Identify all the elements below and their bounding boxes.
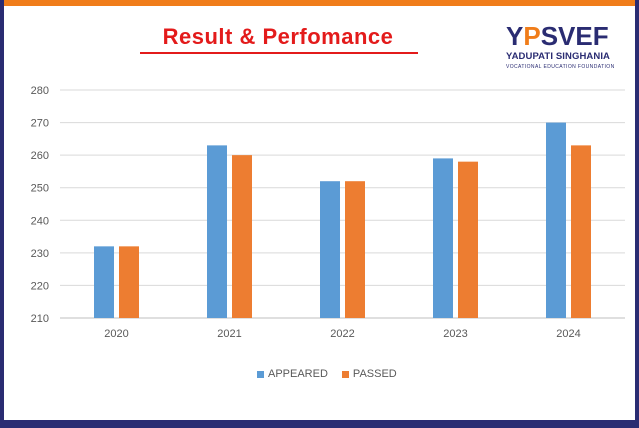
bar-passed-2020 <box>119 246 139 318</box>
logo-letter-y: Y <box>506 21 524 51</box>
frame-left-border <box>0 0 4 428</box>
legend: APPEARED PASSED <box>257 368 411 380</box>
y-tick-label: 230 <box>31 248 49 260</box>
x-tick-label: 2022 <box>330 328 354 340</box>
logo-line1: YADUPATI SINGHANIA <box>506 51 611 62</box>
bar-appeared-2021 <box>207 145 227 318</box>
logo-letters-rest: SVEF <box>540 21 609 51</box>
ypsvef-logo: YPSVEF YADUPATI SINGHANIA VOCATIONAL EDU… <box>506 22 618 82</box>
bar-appeared-2023 <box>433 158 453 318</box>
y-tick-label: 280 <box>31 85 49 97</box>
legend-label-passed: PASSED <box>352 368 397 380</box>
x-tick-label: 2021 <box>217 328 241 340</box>
legend-label-appeared: APPEARED <box>268 368 328 380</box>
y-axis-ticks: 210 220 230 240 250 260 270 280 <box>31 85 49 325</box>
y-tick-label: 210 <box>31 313 49 325</box>
y-tick-label: 260 <box>31 150 49 162</box>
bar-appeared-2020 <box>94 246 114 318</box>
bars <box>94 122 591 318</box>
x-tick-label: 2023 <box>443 328 467 340</box>
bar-passed-2022 <box>345 181 365 318</box>
logo-letter-p: P <box>523 21 541 51</box>
x-tick-label: 2020 <box>104 328 128 340</box>
y-tick-label: 220 <box>31 280 49 292</box>
logo-line2: VOCATIONAL EDUCATION FOUNDATION <box>506 64 615 70</box>
y-tick-label: 240 <box>31 215 49 227</box>
frame-bottom-border <box>0 420 639 428</box>
frame-right-border <box>635 0 639 428</box>
bar-passed-2023 <box>458 161 478 318</box>
bar-passed-2024 <box>571 145 591 318</box>
bar-passed-2021 <box>232 155 252 318</box>
chart-title: Result & Perfomance <box>162 24 394 49</box>
frame-top-border <box>0 0 639 6</box>
legend-swatch-passed <box>341 370 349 378</box>
x-axis-ticks: 2020 2021 2022 2023 2024 <box>104 328 580 340</box>
legend-item-passed: PASSED <box>341 368 397 380</box>
gridlines <box>60 89 625 319</box>
y-tick-label: 250 <box>31 183 49 195</box>
logo-wordmark: YPSVEF <box>506 22 609 50</box>
y-tick-label: 270 <box>31 118 49 130</box>
bar-appeared-2022 <box>320 181 340 318</box>
x-tick-label: 2024 <box>556 328 580 340</box>
bar-appeared-2024 <box>546 122 566 318</box>
legend-item-appeared: APPEARED <box>257 368 328 380</box>
title-underline <box>140 52 418 54</box>
legend-swatch-appeared <box>257 370 264 378</box>
